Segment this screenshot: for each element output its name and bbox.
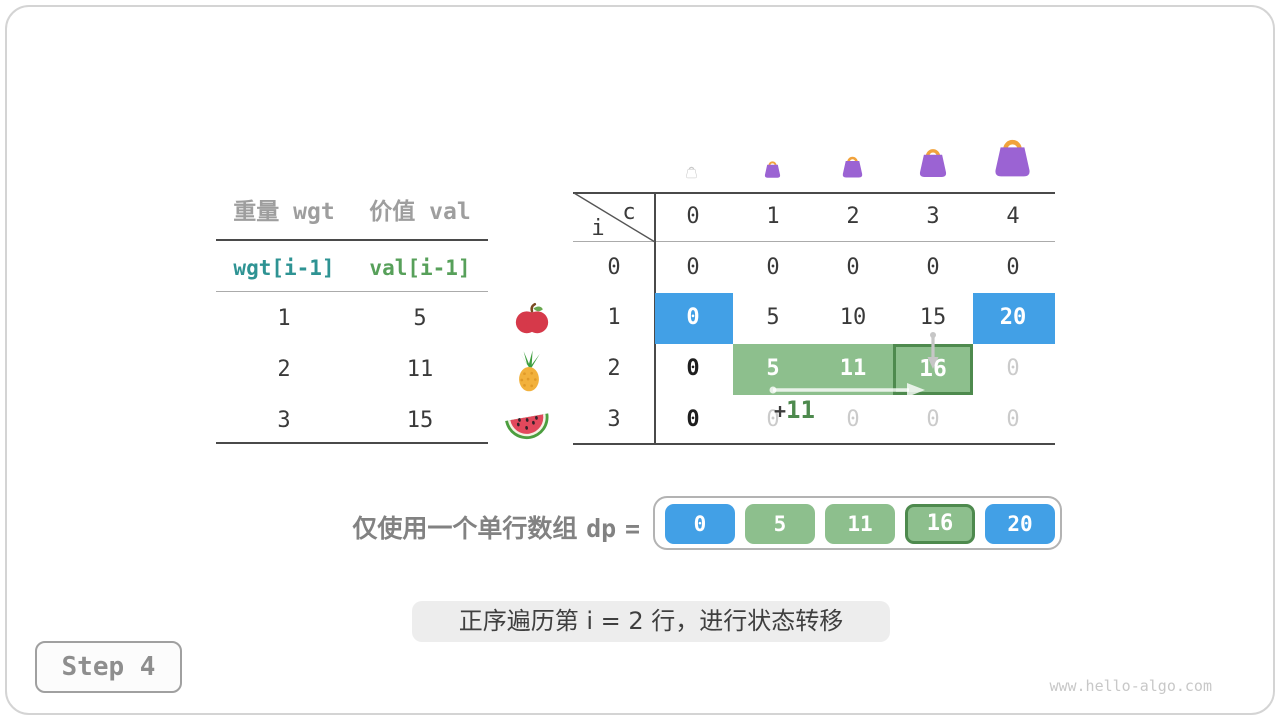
item1-weight: 1 [277,306,291,331]
step-badge: Step 4 [35,641,182,693]
dp-cell-current: 16 [919,356,947,382]
item2-value: 11 [406,357,434,382]
dp-array-cell-0: 0 [665,504,735,544]
col-header-0: 0 [686,204,700,229]
dp-cell: 5 [766,305,780,330]
item3-weight: 3 [277,408,291,433]
item-row-3: 3 15 [216,406,488,436]
bag-icon-capacity-3 [915,140,951,179]
caption: 正序遍历第 i = 2 行，进行状态转移 [412,601,890,642]
dp-cell: 0 [686,255,700,280]
dp-cell: 0 [686,356,700,381]
dp-cell: 0 [926,255,940,280]
plus-sign: + [774,399,787,423]
wgt-index-label: wgt[i-1] [233,256,335,280]
col-header-4: 4 [1006,204,1020,229]
dp-cell: 0 [766,255,780,280]
dp-array-cell-1: 5 [745,504,815,544]
row-header-1: 1 [607,305,621,330]
col-header-3: 3 [926,204,940,229]
dp-array-cell-4: 20 [985,504,1055,544]
dp-cell-highlight: 11 [839,356,867,381]
col-header-1: 1 [766,204,780,229]
bag-icon-capacity-0 [684,163,699,179]
dp-cell: 0 [686,407,700,432]
dp-cell-highlight: 20 [999,305,1027,330]
row-header-0: 0 [607,255,621,280]
equals-sign: = [624,514,640,543]
dp-cell-highlight: 5 [766,356,780,381]
items-rule-top [216,239,488,241]
item3-value: 15 [406,408,434,433]
dp-rule-bottom [573,443,1055,445]
item2-weight: 2 [277,357,291,382]
dp-array-cell-3-current: 16 [905,504,975,544]
col-header-2: 2 [846,204,860,229]
watermelon-icon [505,413,549,440]
item-row-2: 2 11 [216,355,488,385]
dp-cell: 0 [1006,255,1020,280]
item1-value: 5 [413,306,427,331]
dp-corner-diagonal [573,192,656,243]
dp-var-name: dp [586,514,617,543]
right-arrow-icon [769,383,925,397]
pineapple-icon [519,350,540,392]
value-header: 价值 val [369,199,471,225]
down-arrow-icon [927,332,939,369]
dp-cell: 0 [846,255,860,280]
dp-cell: 10 [839,305,867,330]
dp-rule-header [573,241,1055,243]
dp-cell-highlight: 0 [686,305,700,330]
items-rule-mid [216,291,488,293]
row-header-2: 2 [607,356,621,381]
watermark: www.hello-algo.com [1049,677,1212,695]
dp-rule-top [573,192,1055,194]
items-index-row: wgt[i-1] val[i-1] [216,253,488,283]
dp-array-label: 仅使用一个单行数组 dp = [300,509,640,545]
dp-cell: 0 [926,407,940,432]
dp-array-label-text: 仅使用一个单行数组 [352,514,578,543]
bag-icon-capacity-1 [762,156,783,179]
dp-highlight-blue-left [655,293,733,344]
outer-frame [5,5,1275,715]
dp-array-cell-2: 11 [825,504,895,544]
row-header-3: 3 [607,407,621,432]
bag-icon-capacity-4 [989,128,1036,179]
val-index-label: val[i-1] [369,256,471,280]
dp-highlight-blue-right [973,293,1055,344]
items-rule-bottom [216,442,488,444]
dp-cell: 15 [919,305,947,330]
corner-col-label: c [622,200,636,225]
dp-cell: 0 [1006,356,1020,381]
bag-icon-capacity-2 [839,150,866,179]
items-table-header: 重量 wgt 价值 val [216,0,488,225]
apple-icon [515,302,549,334]
dp-cell: 0 [1006,407,1020,432]
weight-header: 重量 wgt [233,199,335,225]
item-row-1: 1 5 [216,304,488,334]
dp-cell: 0 [766,407,780,432]
dp-cell: 0 [846,407,860,432]
dp-array: 0 5 11 16 20 [653,496,1062,550]
transfer-annotation: +11 [774,396,815,424]
corner-row-label: i [591,216,605,241]
